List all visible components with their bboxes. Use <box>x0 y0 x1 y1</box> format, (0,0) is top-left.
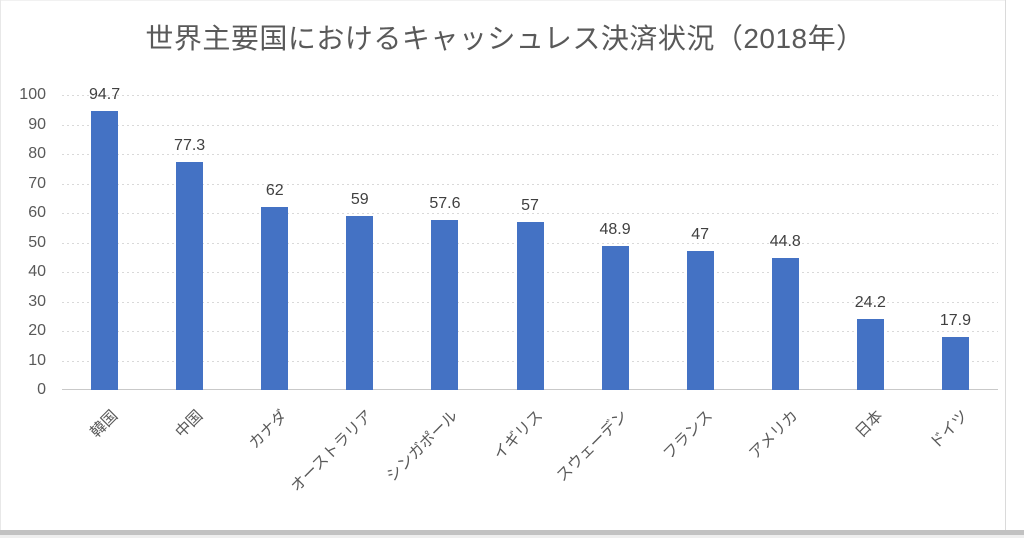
window-bottom-shade <box>0 535 1024 538</box>
chart-title: 世界主要国におけるキャッシュレス決済状況（2018年） <box>145 23 865 54</box>
y-tick-label-50: 50 <box>28 233 46 251</box>
category-label-中国: 中国 <box>171 407 206 442</box>
gridline-90 <box>62 124 998 126</box>
category-label-オーストラリア: オーストラリア <box>287 407 377 496</box>
category-label-カナダ: カナダ <box>246 407 292 453</box>
y-tick-label-90: 90 <box>28 115 46 133</box>
y-tick-label-100: 100 <box>19 86 46 103</box>
gridline-100 <box>62 95 998 96</box>
window-bottom-edge <box>0 530 1024 535</box>
y-tick-label-40: 40 <box>28 263 46 280</box>
value-label-韓国: 94.7 <box>88 85 121 103</box>
bar-イギリス <box>516 221 544 390</box>
bar-ドイツ <box>941 337 969 390</box>
bar-韓国 <box>91 110 119 390</box>
chart-frame-border-top <box>0 0 1006 1</box>
gridline-60 <box>62 213 998 214</box>
bar-日本 <box>856 318 884 390</box>
bar-フランス <box>686 251 714 390</box>
y-tick-label-60: 60 <box>28 204 46 221</box>
category-label-日本: 日本 <box>852 407 887 442</box>
y-tick-label-80: 80 <box>28 145 46 162</box>
y-tick-label-70: 70 <box>28 174 46 192</box>
value-label-オーストラリア: 59 <box>350 190 369 208</box>
value-label-スウェーデン: 48.9 <box>599 220 631 238</box>
y-tick-label-0: 0 <box>37 381 46 398</box>
value-label-日本: 24.2 <box>854 293 886 311</box>
y-tick-label-30: 30 <box>28 292 46 310</box>
category-label-ドイツ: ドイツ <box>926 407 972 453</box>
gridline-80 <box>62 154 998 155</box>
value-label-シンガポール: 57.6 <box>429 195 461 213</box>
category-label-シンガポール: シンガポール <box>383 407 462 486</box>
gridline-70 <box>62 183 998 185</box>
bar-オーストラリア <box>346 215 374 390</box>
bar-カナダ <box>261 207 289 390</box>
category-label-韓国: 韓国 <box>86 407 121 442</box>
y-tick-label-20: 20 <box>28 322 46 339</box>
value-label-中国: 77.3 <box>174 136 206 154</box>
value-label-ドイツ: 17.9 <box>939 312 972 330</box>
value-label-カナダ: 62 <box>265 182 284 200</box>
category-label-イギリス: イギリス <box>490 407 547 464</box>
category-label-スウェーデン: スウェーデン <box>553 407 632 486</box>
value-label-アメリカ: 44.8 <box>769 232 801 250</box>
chart-frame-border-right <box>1005 0 1006 530</box>
category-label-アメリカ: アメリカ <box>746 407 802 463</box>
value-label-イギリス: 57 <box>521 196 539 214</box>
y-tick-label-10: 10 <box>28 351 46 369</box>
category-label-フランス: フランス <box>660 407 717 463</box>
bar-中国 <box>176 161 204 390</box>
bar-シンガポール <box>431 220 459 390</box>
chart-frame-border-left <box>0 0 1 530</box>
bar-アメリカ <box>771 257 799 390</box>
bar-スウェーデン <box>601 245 629 390</box>
value-label-フランス: 47 <box>691 226 710 244</box>
